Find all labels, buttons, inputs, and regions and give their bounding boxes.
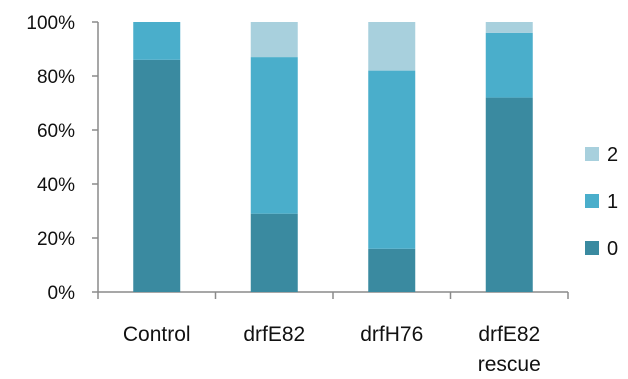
bar-segment-1 (485, 32, 533, 98)
y-tick-labels: 0% 20% 40% 60% 80% 100% (26, 13, 75, 304)
x-category-label: Control (123, 323, 191, 346)
x-category-label: rescue (478, 353, 541, 376)
x-category-labels: Control drfE82 drfH76 drfE82 rescue (123, 323, 541, 376)
bar-segment-2 (368, 22, 416, 71)
bar-segment-1 (368, 70, 416, 249)
bar-segment-0 (485, 97, 533, 292)
y-tick-label: 20% (37, 229, 75, 250)
legend-label: 2 (607, 144, 618, 166)
x-category-label: drfE82 (243, 323, 305, 346)
bar-segment-2 (485, 22, 533, 33)
y-tick-label: 60% (37, 121, 75, 142)
legend-swatch-1 (585, 194, 599, 208)
y-tick-label: 0% (48, 283, 76, 304)
bar-segment-2 (250, 22, 298, 58)
bar-segment-1 (250, 57, 298, 214)
chart-bars (133, 22, 533, 292)
legend-swatch-2 (585, 147, 599, 161)
y-tick-label: 100% (26, 13, 75, 34)
y-tick-label: 80% (37, 67, 75, 88)
bar-segment-0 (250, 213, 298, 292)
bar-segment-0 (133, 59, 181, 292)
legend-swatch-0 (585, 241, 599, 255)
y-tick-label: 40% (37, 175, 75, 196)
x-category-label: drfH76 (360, 323, 423, 346)
x-category-label: drfE82 (478, 323, 540, 346)
legend-label: 0 (607, 238, 618, 260)
bar-segment-0 (368, 248, 416, 292)
chart-legend: 2 1 0 (585, 144, 618, 260)
bar-segment-1 (133, 22, 181, 60)
legend-label: 1 (607, 191, 618, 213)
